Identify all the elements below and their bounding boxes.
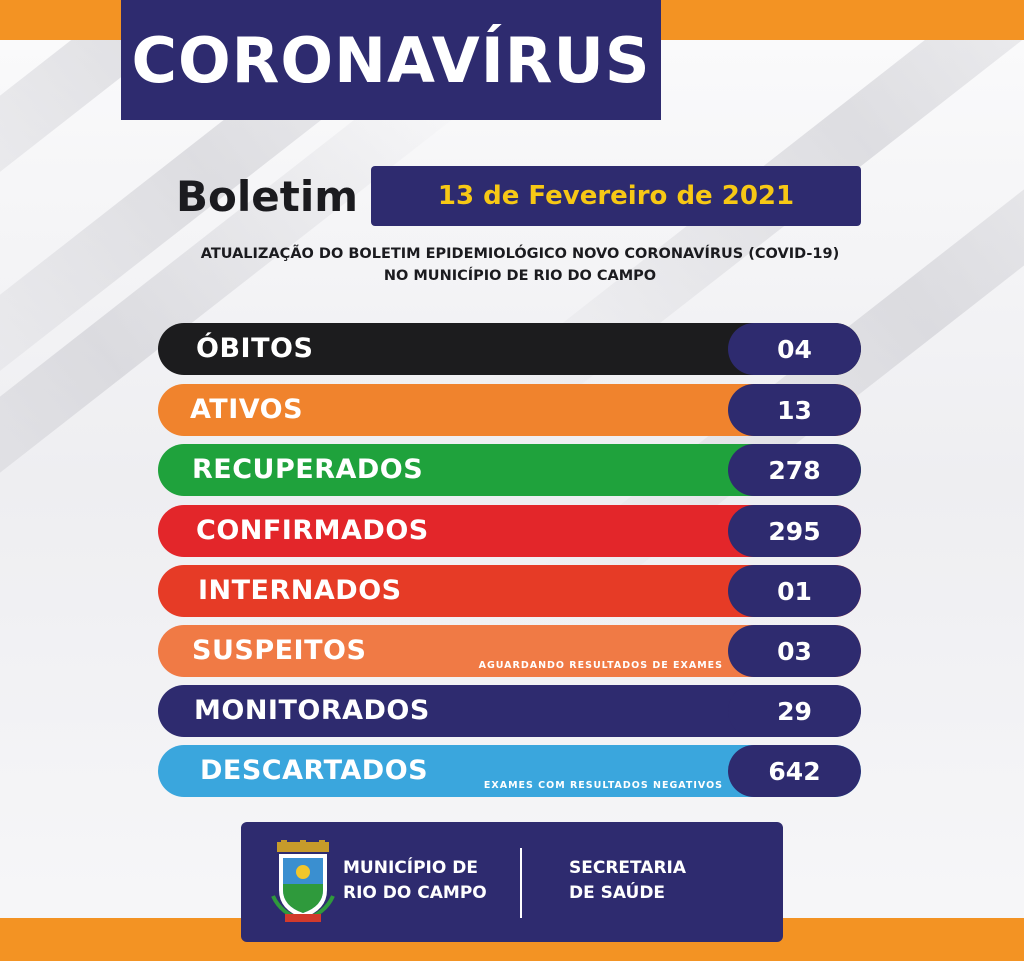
stat-value: 04 [728,323,861,375]
stat-label: RECUPERADOS [192,454,424,485]
stat-label: MONITORADOS [194,695,430,726]
stat-bar-descartados: DESCARTADOS EXAMES COM RESULTADOS NEGATI… [158,745,861,797]
stat-label: CONFIRMADOS [196,515,429,546]
secretariat-line-1: SECRETARIA [569,858,687,878]
footer-secretariat: SECRETARIA DE SAÚDE [569,856,686,906]
date-banner: 13 de Fevereiro de 2021 [371,166,861,226]
footer-municipality: MUNICÍPIO DE RIO DO CAMPO [343,856,487,906]
stat-value: 29 [728,685,861,737]
stat-value: 295 [728,505,861,557]
stat-value: 642 [728,745,861,797]
stat-bar-ativos: ATIVOS 13 [158,384,861,436]
stat-value: 01 [728,565,861,617]
stat-value: 13 [728,384,861,436]
stat-label: INTERNADOS [198,575,402,606]
stat-value: 278 [728,444,861,496]
stat-bar-suspeitos: SUSPEITOS AGUARDANDO RESULTADOS DE EXAME… [158,625,861,677]
municipality-line-1: MUNICÍPIO DE [343,858,478,878]
stat-label: DESCARTADOS [200,755,429,786]
municipality-line-2: RIO DO CAMPO [343,883,487,903]
stat-label: ATIVOS [190,394,304,425]
stat-bar-internados: INTERNADOS 01 [158,565,861,617]
subtitle-line-2: NO MUNICÍPIO DE RIO DO CAMPO [383,268,657,284]
footer-banner: MUNICÍPIO DE RIO DO CAMPO SECRETARIA DE … [241,822,783,942]
bulletin-label: Boletim [176,172,358,221]
bulletin-date: 13 de Fevereiro de 2021 [437,181,795,211]
stat-label: ÓBITOS [196,333,314,364]
stat-label: SUSPEITOS [192,635,367,666]
secretariat-line-2: DE SAÚDE [569,883,666,903]
stat-note: EXAMES COM RESULTADOS NEGATIVOS [483,780,723,791]
footer-divider [520,848,522,918]
stat-bar-confirmados: CONFIRMADOS 295 [158,505,861,557]
stat-note: AGUARDANDO RESULTADOS DE EXAMES [478,660,723,671]
page-title: CORONAVÍRUS [131,23,651,97]
header-banner: CORONAVÍRUS [121,0,661,120]
stat-bar-monitorados: MONITORADOS 29 [158,685,861,737]
subtitle-line-1: ATUALIZAÇÃO DO BOLETIM EPIDEMIOLÓGICO NO… [200,246,840,262]
stat-bar-recuperados: RECUPERADOS 278 [158,444,861,496]
bulletin-subtitle: ATUALIZAÇÃO DO BOLETIM EPIDEMIOLÓGICO NO… [150,243,890,287]
municipal-coat-of-arms-icon [271,840,335,923]
stat-bar-obitos: ÓBITOS 04 [158,323,861,375]
stat-value: 03 [728,625,861,677]
